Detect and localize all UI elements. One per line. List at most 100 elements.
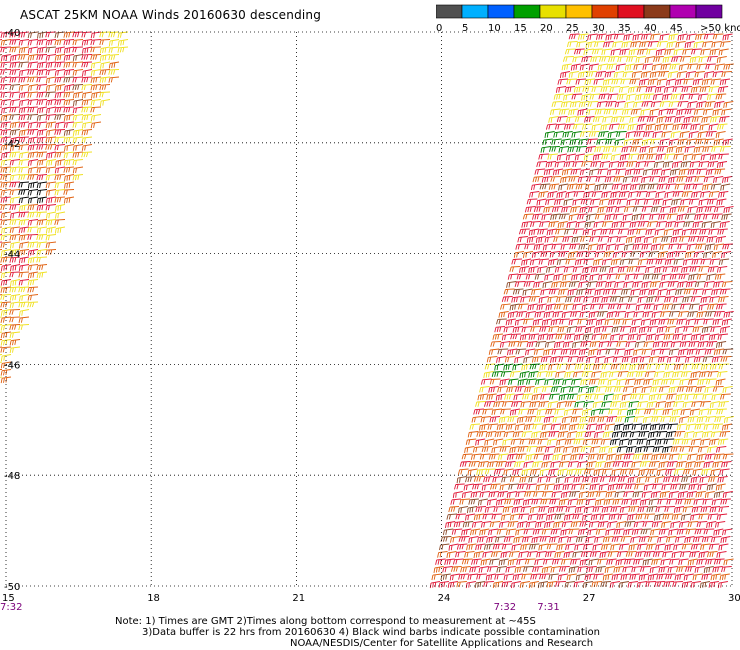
- wind-barb: [652, 446, 664, 453]
- wind-barb: [693, 251, 705, 258]
- wind-barb: [560, 528, 571, 536]
- wind-barb: [588, 348, 599, 356]
- wind-barb: [18, 234, 30, 241]
- wind-barb: [625, 131, 636, 139]
- wind-barb: [63, 46, 75, 54]
- wind-barb: [450, 498, 461, 505]
- wind-barb: [499, 446, 511, 452]
- wind-barb: [629, 573, 640, 580]
- wind-barb: [0, 249, 12, 257]
- wind-barb: [637, 543, 648, 550]
- wind-barb: [9, 39, 21, 45]
- wind-barb: [519, 333, 531, 341]
- wind-barb: [627, 476, 638, 484]
- wind-barb: [531, 431, 542, 439]
- wind-barb: [606, 168, 618, 176]
- wind-barb: [553, 131, 564, 138]
- wind-barb: [648, 498, 659, 506]
- wind-barb: [573, 333, 585, 341]
- wind-barb: [566, 221, 577, 228]
- wind-barb: [483, 543, 495, 550]
- wind-barb: [642, 521, 654, 527]
- wind-barb: [720, 183, 731, 191]
- wind-barb: [569, 491, 580, 498]
- wind-barb: [447, 581, 458, 588]
- wind-barb: [565, 506, 577, 513]
- wind-barb: [522, 566, 534, 572]
- wind-barb: [557, 326, 568, 333]
- wind-barb: [9, 106, 21, 113]
- wind-barb: [27, 241, 39, 248]
- wind-barb: [461, 491, 472, 499]
- wind-barb: [515, 243, 526, 250]
- wind-barb: [548, 288, 560, 295]
- wind-barb: [515, 491, 526, 498]
- wind-barb: [0, 331, 12, 339]
- wind-barb: [697, 131, 708, 139]
- wind-barb: [647, 431, 659, 438]
- wind-barb: [45, 249, 57, 256]
- wind-barb: [9, 256, 21, 263]
- wind-barb: [688, 341, 700, 348]
- wind-barb: [681, 86, 693, 93]
- wind-barb: [695, 243, 706, 250]
- wind-barb: [551, 491, 562, 498]
- wind-barb: [523, 423, 535, 431]
- legend-label: 15: [514, 23, 527, 34]
- wind-barb: [664, 506, 676, 512]
- wind-barb: [517, 378, 528, 386]
- wind-barb: [593, 326, 604, 334]
- wind-barb: [27, 264, 39, 271]
- wind-barb: [632, 243, 643, 250]
- wind-barb: [605, 138, 616, 145]
- wind-barb: [595, 71, 606, 78]
- wind-barb: [459, 498, 470, 505]
- wind-barb: [528, 438, 540, 445]
- wind-barb: [701, 573, 712, 580]
- wind-barb: [654, 228, 665, 236]
- wind-barb: [525, 378, 537, 385]
- wind-barb: [528, 476, 539, 483]
- wind-barb: [633, 273, 645, 280]
- wind-barb: [706, 483, 717, 491]
- wind-barb: [620, 536, 632, 542]
- wind-barb: [467, 573, 478, 580]
- wind-barb: [570, 63, 581, 71]
- wind-barb: [572, 513, 584, 520]
- wind-barb: [619, 296, 630, 303]
- wind-barb: [685, 71, 696, 78]
- wind-barb: [54, 69, 66, 76]
- wind-barb: [522, 288, 533, 296]
- wind-barb: [494, 536, 506, 543]
- wind-barb: [653, 408, 664, 415]
- wind-barb: [632, 386, 643, 394]
- wind-barb: [532, 461, 543, 468]
- wind-barb: [613, 566, 624, 573]
- wind-barb: [622, 566, 633, 573]
- wind-barb: [548, 326, 559, 333]
- wind-barb: [718, 153, 729, 160]
- wind-barb: [512, 326, 523, 333]
- wind-barb: [573, 476, 584, 483]
- wind-barb: [0, 264, 3, 266]
- wind-barb: [63, 99, 75, 106]
- wind-barb: [643, 198, 655, 205]
- wind-barb: [64, 144, 75, 152]
- wind-barb: [530, 183, 542, 191]
- wind-barb: [486, 393, 497, 400]
- wind-barb: [632, 138, 643, 145]
- wind-barb: [559, 461, 570, 468]
- wind-barb: [509, 513, 521, 521]
- wind-barb: [0, 84, 12, 90]
- wind-barb: [533, 491, 544, 497]
- wind-barb: [569, 386, 580, 393]
- wind-barb: [675, 393, 686, 401]
- wind-barb: [10, 136, 21, 144]
- wind-barb: [608, 56, 619, 63]
- time-label: 7:32: [0, 602, 22, 612]
- wind-barb: [665, 536, 677, 543]
- wind-barb: [615, 206, 626, 213]
- wind-barb: [681, 476, 692, 483]
- wind-barb: [0, 256, 12, 263]
- wind-barb: [700, 153, 711, 161]
